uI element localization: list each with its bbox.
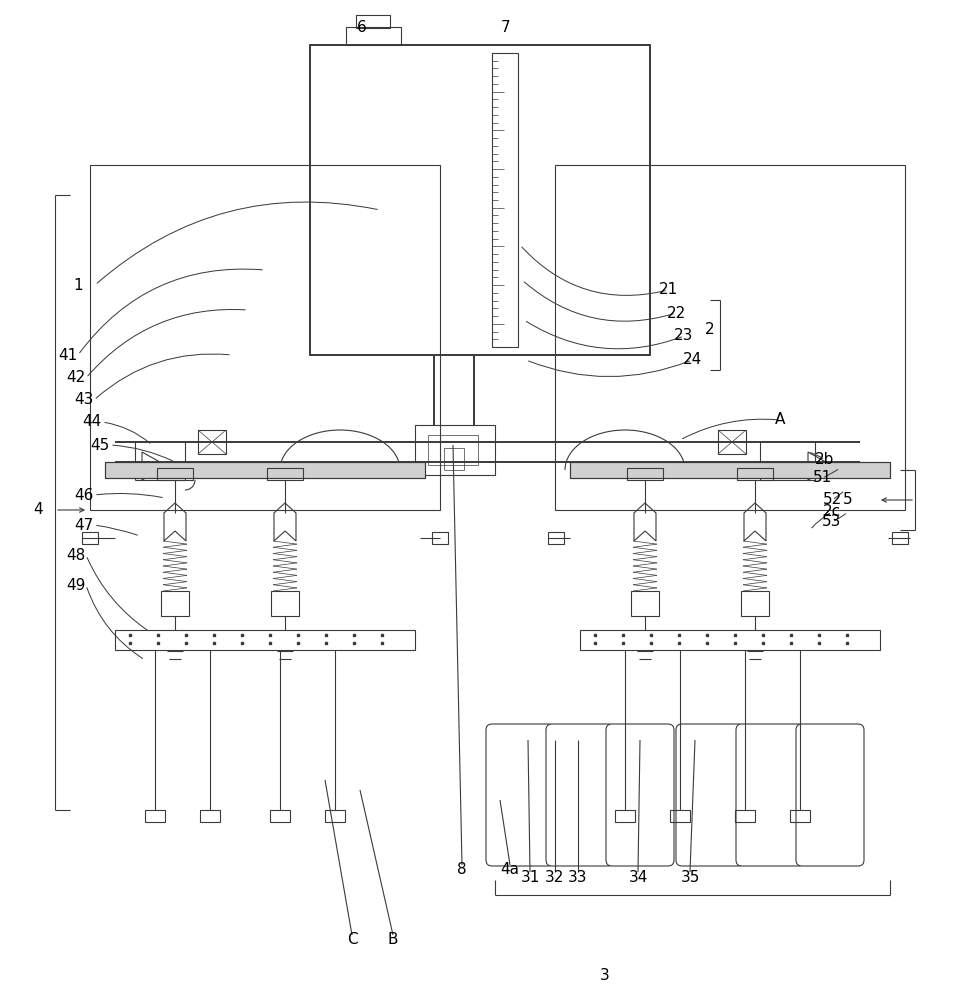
Text: 7: 7 [501,20,510,35]
Text: 4: 4 [33,502,42,518]
Bar [580,630,880,650]
Polygon shape [274,503,296,541]
FancyBboxPatch shape [676,724,744,866]
Bar [627,468,663,480]
Text: 41: 41 [58,348,77,362]
Text: 44: 44 [82,414,101,430]
Bar [737,468,773,480]
Polygon shape [142,452,167,480]
Bar [615,810,635,822]
Text: 22: 22 [667,306,685,320]
Text: 8: 8 [457,862,467,878]
Bar [115,630,415,650]
Bar [741,591,769,616]
Text: 51: 51 [813,471,832,486]
FancyBboxPatch shape [796,724,864,866]
Text: 6: 6 [357,20,367,35]
Bar [200,810,220,822]
Bar [105,462,425,478]
Bar [428,435,478,465]
Bar [432,532,448,544]
Bar [198,430,226,454]
Text: 21: 21 [658,282,677,298]
Text: 46: 46 [74,488,94,502]
Text: 47: 47 [74,518,94,532]
Text: B: B [388,932,399,948]
Bar [790,810,810,822]
Bar [415,425,495,475]
Text: 5: 5 [843,492,853,508]
FancyBboxPatch shape [486,724,554,866]
Bar [555,165,905,510]
Bar [90,165,440,510]
Text: 34: 34 [628,870,648,886]
Text: 3: 3 [600,968,610,982]
Bar [346,27,401,45]
Bar [310,45,650,355]
Text: C: C [346,932,357,948]
Text: 23: 23 [675,328,694,344]
Text: 32: 32 [545,870,565,886]
Text: A: A [775,412,786,428]
Bar [548,532,564,544]
Text: 2: 2 [705,322,715,338]
Text: 48: 48 [67,548,86,562]
Polygon shape [634,503,656,541]
Text: 53: 53 [822,514,841,530]
Bar [570,462,890,478]
Bar [735,810,755,822]
Bar [670,810,690,822]
Polygon shape [744,503,766,541]
Text: 52: 52 [822,492,841,508]
Polygon shape [808,452,833,480]
Text: 2c: 2c [823,504,841,520]
Bar [145,810,165,822]
Bar [718,430,746,454]
Bar [270,810,290,822]
FancyBboxPatch shape [606,724,674,866]
Text: 45: 45 [91,438,110,452]
Text: 31: 31 [520,870,539,886]
Bar [105,462,425,478]
Text: 33: 33 [568,870,588,886]
Bar [325,810,345,822]
Bar [267,468,303,480]
Bar [82,532,98,544]
Bar [631,591,659,616]
Text: 1: 1 [73,277,83,292]
Text: 2b: 2b [815,452,835,468]
FancyBboxPatch shape [546,724,614,866]
Bar [892,532,908,544]
Bar [492,53,518,347]
Text: 43: 43 [74,392,94,408]
Text: 35: 35 [680,870,700,886]
Text: 42: 42 [67,370,86,385]
Bar [444,448,464,470]
Text: 24: 24 [682,353,702,367]
Text: 4a: 4a [501,862,519,878]
Polygon shape [164,503,186,541]
Text: 49: 49 [67,578,86,592]
FancyBboxPatch shape [736,724,804,866]
Bar [271,591,299,616]
Bar [157,468,193,480]
Bar [356,15,390,28]
Bar [570,462,890,478]
Bar [161,591,189,616]
